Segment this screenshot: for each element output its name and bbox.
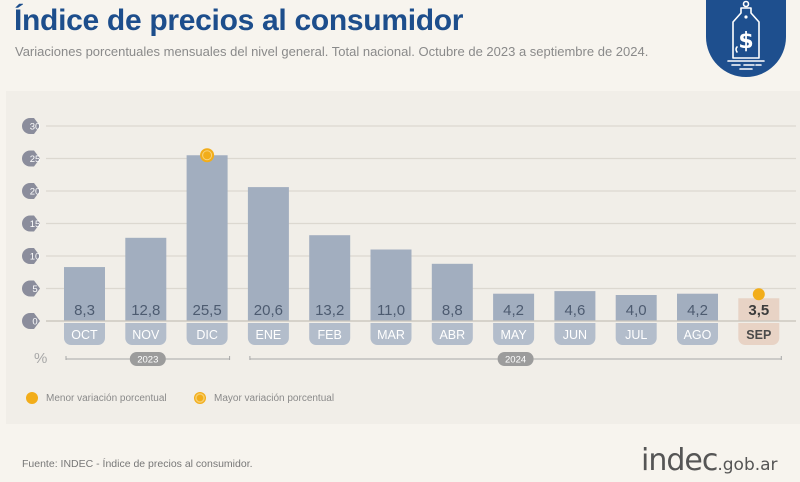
month-label: FEB — [318, 328, 342, 342]
indec-logo[interactable]: indec.gob.ar — [641, 443, 778, 478]
year-pill — [129, 352, 166, 366]
month-label: ENE — [256, 328, 282, 342]
value-label: 8,8 — [442, 302, 463, 319]
bar — [125, 237, 167, 321]
y-tick-badge — [22, 183, 40, 199]
year-pill — [497, 352, 534, 366]
y-unit-label: % — [34, 350, 47, 367]
value-label: 4,2 — [503, 302, 524, 319]
month-label: OCT — [71, 328, 98, 342]
month-label: JUN — [563, 328, 587, 342]
y-tick-label: 15 — [30, 219, 41, 230]
legend-label-min: Menor variación porcentual — [46, 392, 167, 404]
month-label: SEP — [746, 328, 771, 342]
bar-chart: 0 5 10 15 20 25 30 OCT 8,3 NOV 12,8 DIC 25,5 ENE 20,6 F… — [22, 118, 796, 367]
value-label: 11,0 — [377, 302, 405, 319]
month-tab — [738, 323, 780, 345]
month-tab — [64, 323, 105, 345]
month-tab — [493, 323, 535, 345]
value-label: 20,6 — [254, 302, 283, 319]
month-tab — [186, 323, 228, 345]
logo-domain: .gob.ar — [717, 455, 778, 475]
year-label: 2024 — [505, 355, 526, 366]
month-label: JUL — [625, 328, 647, 342]
y-tick-label: 5 — [32, 284, 37, 295]
y-tick-label: 20 — [30, 187, 41, 198]
month-label: NOV — [132, 328, 160, 342]
y-tick-badge — [22, 215, 40, 232]
legend-item-min: Menor variación porcentual — [26, 392, 167, 404]
bar — [677, 293, 718, 321]
y-tick-badge — [22, 248, 40, 264]
legend-item-max: Mayor variación porcentual — [194, 392, 334, 404]
y-tick-badge — [22, 118, 40, 134]
bar — [431, 263, 473, 321]
y-tick-badge — [22, 150, 40, 167]
month-tab — [125, 323, 167, 345]
bar — [370, 249, 412, 321]
bar — [615, 295, 657, 321]
month-label: AGO — [684, 328, 712, 342]
logo-main: indec — [641, 443, 718, 478]
month-label: DIC — [196, 328, 218, 342]
legend-label-max: Mayor variación porcentual — [214, 392, 335, 404]
page-subtitle: Variaciones porcentuales mensuales del n… — [15, 44, 649, 59]
value-label: 4,0 — [626, 302, 647, 319]
value-label: 4,6 — [564, 302, 585, 319]
bar — [309, 235, 351, 321]
min-marker — [752, 288, 765, 301]
y-tick-badge — [22, 313, 40, 329]
month-tab — [677, 323, 718, 345]
min-marker-icon — [26, 392, 38, 404]
bar — [554, 291, 596, 321]
month-tab — [615, 323, 657, 345]
price-tag-badge: $ — [706, 0, 786, 77]
value-label: 13,2 — [315, 302, 344, 319]
chart-panel: 0 5 10 15 20 25 30 OCT 8,3 NOV 12,8 DIC 25,5 ENE 20,6 F… — [6, 91, 800, 424]
price-tag-dollar-icon: $ — [727, 0, 765, 70]
y-tick-label: 0 — [32, 317, 37, 328]
month-tab — [309, 323, 351, 345]
value-label: 25,5 — [192, 302, 221, 319]
bar — [493, 293, 535, 321]
source-note: Fuente: INDEC - Índice de precios al con… — [22, 458, 253, 470]
bar — [738, 298, 780, 321]
bar — [64, 267, 105, 321]
month-label: MAR — [377, 328, 405, 342]
month-label: ABR — [439, 328, 465, 342]
y-tick-badge — [22, 280, 40, 297]
month-label: MAY — [501, 328, 528, 342]
svg-text:$: $ — [738, 29, 753, 54]
year-label: 2023 — [137, 355, 158, 366]
value-label: 12,8 — [131, 302, 160, 319]
month-tab — [431, 323, 473, 345]
month-tab — [247, 323, 289, 345]
y-tick-label: 25 — [30, 154, 41, 165]
month-tab — [370, 323, 412, 345]
max-marker-icon — [194, 392, 206, 404]
page-title: Índice de precios al consumidor — [14, 4, 464, 37]
value-label: 3,5 — [748, 302, 769, 319]
y-tick-label: 30 — [30, 122, 41, 133]
bar — [186, 155, 228, 321]
bar — [247, 187, 289, 321]
value-label: 4,2 — [687, 302, 708, 319]
max-marker-ring — [202, 150, 213, 161]
y-tick-label: 10 — [30, 252, 41, 263]
month-tab — [554, 323, 596, 345]
value-label: 8,3 — [74, 302, 95, 319]
